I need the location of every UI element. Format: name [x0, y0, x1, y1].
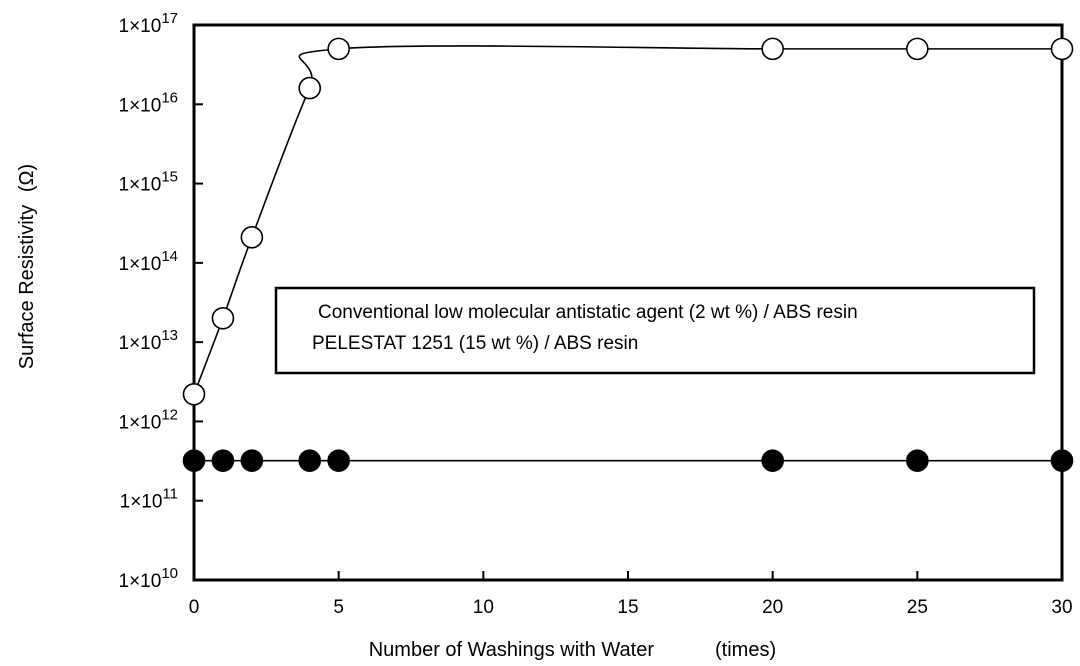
series-0-point — [761, 37, 784, 61]
legend-box — [274, 286, 1036, 375]
series-0-point — [182, 382, 206, 406]
series-1-point — [211, 449, 235, 472]
series-0-point — [1050, 37, 1074, 61]
y-tick-label: 1×1014 — [119, 248, 178, 275]
series-1-point — [327, 449, 350, 472]
y-tick-label: 1×1015 — [119, 169, 178, 196]
x-axis-unit: (times) — [715, 639, 776, 661]
y-tick-label: 1×1016 — [119, 89, 178, 116]
series-points — [182, 37, 1074, 472]
series-1-point — [1050, 449, 1074, 472]
series-1-point — [906, 449, 929, 472]
series-1-point — [298, 449, 322, 472]
y-tick-label: 1×1013 — [119, 327, 178, 354]
y-axis-title: Surface Resistivity — [16, 205, 38, 370]
x-tick-label: 20 — [762, 597, 783, 618]
y-axis-unit: (Ω) — [16, 164, 38, 192]
legend-entry-1: PELESTAT 1251 (15 wt %) / ABS resin — [312, 333, 638, 354]
x-tick-label: 15 — [617, 597, 638, 618]
series-0-point — [906, 37, 929, 61]
y-tick-label: 1×1011 — [120, 486, 178, 513]
x-tick-label: 5 — [333, 597, 344, 618]
y-tick-label: 1×1017 — [119, 10, 178, 37]
series-1-point — [182, 449, 206, 472]
y-axis: 1×1010 1×1011 1×1012 1×1013 1×1014 1×1015 1×10… — [119, 10, 203, 592]
x-tick-label: 25 — [907, 597, 928, 618]
x-axis: 0 5 10 15 20 25 30 — [189, 571, 1073, 618]
series-0-point — [240, 226, 264, 249]
y-tick-label: 1×1010 — [119, 565, 178, 592]
x-axis-title: Number of Washings with Water — [369, 639, 655, 661]
x-tick-label: 0 — [189, 597, 200, 618]
y-tick-label: 1×1012 — [119, 406, 178, 433]
series-0-point — [298, 76, 322, 100]
x-tick-label: 10 — [473, 597, 494, 618]
legend: Conventional low molecular antistatic ag… — [274, 286, 1036, 375]
series-0-point — [211, 306, 235, 330]
x-tick-label: 30 — [1051, 597, 1072, 618]
series-1-point — [240, 449, 264, 472]
series-0-point — [327, 37, 350, 61]
legend-entry-0: Conventional low molecular antistatic ag… — [318, 302, 858, 323]
series-1-point — [761, 449, 784, 472]
